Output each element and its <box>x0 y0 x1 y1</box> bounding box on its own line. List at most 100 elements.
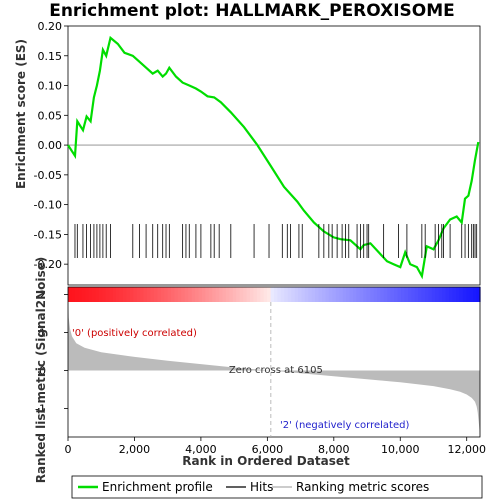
es-y-tick-label: 0.20 <box>38 20 63 33</box>
colorbar-segment <box>318 287 323 302</box>
colorbar-segment <box>133 287 138 302</box>
colorbar-segment <box>328 287 333 302</box>
x-tick-label: 12,000 <box>447 443 486 456</box>
es-panel-frame <box>67 25 481 286</box>
colorbar-segment <box>198 287 203 302</box>
colorbar-segment <box>215 287 220 302</box>
colorbar-segment <box>249 287 254 302</box>
colorbar-segment <box>294 287 299 302</box>
colorbar-segment <box>476 287 481 302</box>
metric-y-tick-label: 1 <box>39 327 46 340</box>
colorbar-segment <box>129 287 134 302</box>
colorbar-segment <box>315 287 320 302</box>
colorbar-segment <box>188 287 193 302</box>
metric-y-ticks: 2 1 0 -1 <box>35 289 68 416</box>
es-y-ticks: 0.20 0.15 0.10 0.05 0.00 -0.05 -0.10 -0.15 -0.20 <box>34 20 68 271</box>
colorbar-segment <box>428 287 433 302</box>
chart-title: Enrichment plot: HALLMARK_PEROXISOME <box>49 1 455 21</box>
colorbar-segment <box>346 287 351 302</box>
colorbar-segment <box>246 287 251 302</box>
colorbar-segment <box>274 287 279 302</box>
es-y-tick-label: -0.05 <box>34 169 62 182</box>
colorbar-segment <box>116 287 121 302</box>
legend-enrichment-label: Enrichment profile <box>102 480 213 494</box>
colorbar-segment <box>356 287 361 302</box>
colorbar-segment <box>239 287 244 302</box>
colorbar-segment <box>112 287 117 302</box>
colorbar-segment <box>325 287 330 302</box>
colorbar-segment <box>349 287 354 302</box>
colorbar-segment <box>418 287 423 302</box>
colorbar-segment <box>390 287 395 302</box>
colorbar-segment <box>71 287 76 302</box>
colorbar-segment <box>219 287 224 302</box>
colorbar-segment <box>394 287 399 302</box>
x-tick-label: 6,000 <box>252 443 284 456</box>
colorbar-segment <box>119 287 124 302</box>
es-y-tick-label: -0.15 <box>34 228 62 241</box>
es-y-tick-label: 0.10 <box>38 80 63 93</box>
es-y-tick-label: 0.15 <box>38 50 63 63</box>
rank-x-ticks: 0 2,000 4,000 6,000 8,000 10,000 12,000 <box>65 437 486 456</box>
colorbar-segment <box>229 287 234 302</box>
enrichment-profile-line <box>67 35 480 280</box>
negative-correlation-label: '2' (negatively correlated) <box>280 420 409 431</box>
colorbar-segment <box>335 287 340 302</box>
colorbar-segment <box>78 287 83 302</box>
colorbar-segment <box>462 287 467 302</box>
colorbar-segment <box>98 287 103 302</box>
es-y-axis-label: Enrichment score (ES) <box>14 39 28 189</box>
colorbar-segment <box>174 287 179 302</box>
es-y-tick-label: -0.10 <box>34 199 62 212</box>
colorbar-segment <box>383 287 388 302</box>
colorbar-segment <box>380 287 385 302</box>
colorbar-segment <box>342 287 347 302</box>
colorbar-segment <box>339 287 344 302</box>
colorbar-segment <box>363 287 368 302</box>
hit-markers <box>74 224 478 258</box>
colorbar-segment <box>263 287 268 302</box>
colorbar-segment <box>95 287 100 302</box>
metric-panel: 210-1 0 2,000 4,000 6,000 8,000 10,000 12,000 … <box>34 257 486 484</box>
colorbar-segment <box>407 287 412 302</box>
colorbar-segment <box>126 287 131 302</box>
colorbar-segment <box>171 287 176 302</box>
colorbar-segment <box>181 287 186 302</box>
colorbar-segment <box>146 287 151 302</box>
metric-y-axis-label: Ranked list metric (Signal2Noise) <box>34 257 48 484</box>
colorbar-segment <box>160 287 165 302</box>
colorbar-segment <box>452 287 457 302</box>
colorbar-segment <box>208 287 213 302</box>
metric-y-tick-label: 0 <box>39 365 46 378</box>
colorbar-segment <box>74 287 79 302</box>
colorbar-segment <box>102 287 107 302</box>
es-y-tick-label: 0.00 <box>38 139 63 152</box>
colorbar-segment <box>435 287 440 302</box>
colorbar-segment <box>195 287 200 302</box>
colorbar-segment <box>236 287 241 302</box>
colorbar-segment <box>466 287 471 302</box>
rank-colorbar <box>68 287 481 302</box>
colorbar-segment <box>397 287 402 302</box>
metric-y-tick-label: -1 <box>35 403 46 416</box>
colorbar-segment <box>308 287 313 302</box>
colorbar-segment <box>92 287 97 302</box>
colorbar-segment <box>459 287 464 302</box>
colorbar-segment <box>122 287 127 302</box>
colorbar-segment <box>153 287 158 302</box>
colorbar-segment <box>473 287 478 302</box>
colorbar-segment <box>442 287 447 302</box>
colorbar-segment <box>438 287 443 302</box>
zero-cross-label: Zero cross at 6105 <box>229 365 323 376</box>
colorbar-segment <box>284 287 289 302</box>
colorbar-segment <box>304 287 309 302</box>
x-tick-label: 2,000 <box>119 443 151 456</box>
colorbar-segment <box>280 287 285 302</box>
colorbar-segment <box>404 287 409 302</box>
colorbar-segment <box>291 287 296 302</box>
colorbar-segment <box>322 287 327 302</box>
colorbar-segment <box>455 287 460 302</box>
colorbar-segment <box>352 287 357 302</box>
colorbar-segment <box>184 287 189 302</box>
es-y-tick-label: 0.05 <box>38 109 63 122</box>
